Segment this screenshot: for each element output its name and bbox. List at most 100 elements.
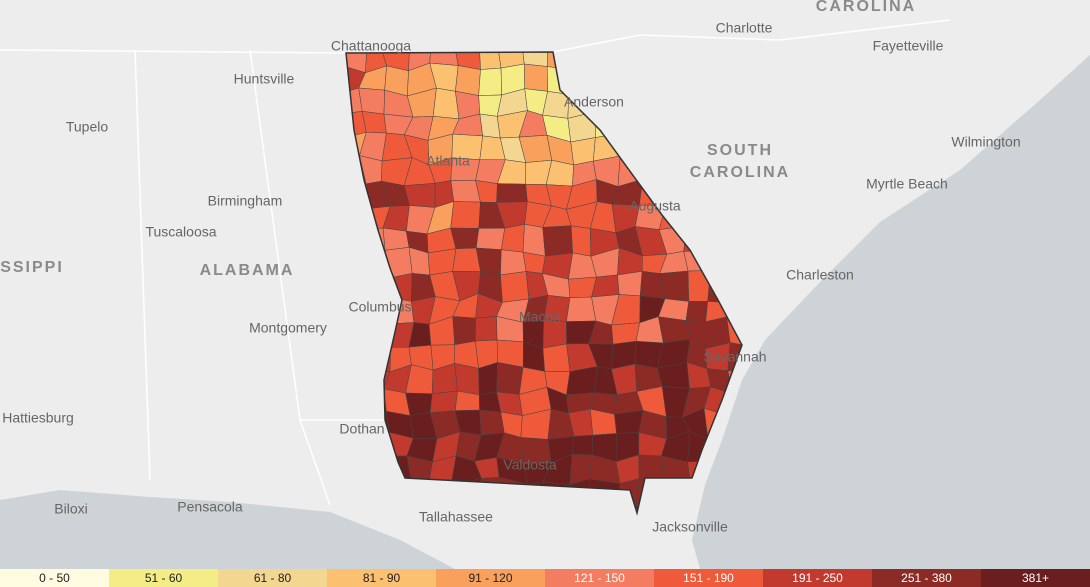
county: [687, 270, 711, 302]
county: [429, 52, 459, 66]
city-label: Pensacola: [177, 499, 243, 515]
state-label: SSIPPI: [0, 259, 64, 276]
county: [633, 109, 662, 141]
county: [571, 434, 594, 456]
county: [728, 67, 742, 96]
city-label: Tuscaloosa: [145, 224, 216, 240]
county: [681, 112, 709, 135]
city-label: Columbus: [348, 299, 411, 315]
county: [564, 67, 598, 95]
county: [522, 52, 548, 67]
county: [500, 271, 530, 303]
state-label: CAROLINA: [816, 0, 916, 15]
county: [403, 481, 436, 508]
city-label: Wilmington: [951, 134, 1020, 150]
county: [611, 504, 639, 513]
county: [617, 133, 640, 157]
city-label: Tupelo: [66, 119, 109, 135]
county: [346, 485, 363, 511]
county: [427, 248, 457, 276]
county: [706, 66, 731, 96]
county: [542, 225, 573, 257]
county: [455, 65, 481, 96]
county: [707, 270, 735, 304]
county: [570, 225, 592, 257]
county: [728, 52, 742, 70]
city-label: Montgomery: [249, 320, 327, 336]
city-label: Huntsville: [234, 71, 295, 87]
county: [522, 223, 546, 257]
county: [570, 137, 596, 166]
county: [359, 155, 383, 185]
county: [595, 111, 618, 138]
county: [346, 363, 364, 392]
county: [358, 87, 385, 115]
county: [454, 363, 480, 396]
county: [593, 52, 618, 68]
ocean: [692, 55, 1090, 569]
county: [659, 132, 688, 162]
county: [362, 431, 390, 462]
county: [479, 409, 505, 436]
county: [727, 226, 742, 255]
county: [542, 343, 571, 372]
county: [566, 502, 595, 513]
city-label: Atlanta: [426, 153, 470, 169]
state-label: ALABAMA: [200, 262, 295, 279]
legend-item: 81 - 90: [327, 569, 436, 587]
city-label: Hattiesburg: [2, 410, 74, 426]
county: [346, 201, 369, 233]
county: [637, 52, 666, 72]
legend-item: 51 - 60: [109, 569, 218, 587]
legend-item: 121 - 150: [545, 569, 654, 587]
legend-item: 61 - 80: [218, 569, 327, 587]
city-label: Fayetteville: [873, 38, 944, 54]
county: [383, 481, 412, 508]
county: [589, 478, 621, 510]
county: [635, 63, 666, 95]
county: [657, 109, 684, 137]
legend-item: 0 - 50: [0, 569, 109, 587]
county: [346, 439, 365, 462]
city-label: Macon: [519, 309, 561, 325]
county: [705, 178, 736, 203]
county: [705, 109, 731, 137]
county: [346, 390, 362, 416]
county: [521, 505, 552, 513]
labels: CAROLINA Charlotte Fayetteville Chattanooga…: [0, 0, 1020, 535]
county: [566, 296, 597, 322]
county: [638, 155, 663, 188]
county: [346, 87, 363, 115]
county: [496, 183, 528, 203]
county: [346, 316, 365, 345]
county: [658, 316, 691, 344]
county: [681, 89, 713, 119]
county: [685, 202, 711, 232]
county: [617, 108, 636, 141]
county: [383, 500, 406, 513]
county: [450, 180, 481, 203]
county: [450, 227, 480, 250]
county: [405, 392, 433, 416]
county: [683, 52, 713, 73]
county: [346, 460, 363, 488]
county: [478, 52, 502, 70]
county: [683, 132, 709, 160]
map[interactable]: CAROLINA Charlotte Fayetteville Chattanooga…: [0, 0, 1090, 569]
city-label: Augusta: [629, 198, 681, 214]
county: [501, 223, 525, 253]
county: [734, 202, 742, 228]
county: [706, 226, 737, 252]
county: [361, 111, 387, 134]
county: [428, 482, 452, 506]
county: [683, 251, 711, 272]
county: [657, 89, 687, 114]
county: [614, 410, 644, 434]
county: [357, 275, 392, 297]
county: [346, 271, 367, 303]
county: [635, 88, 665, 111]
county: [611, 322, 641, 345]
county: [522, 251, 546, 274]
county: [733, 269, 742, 304]
